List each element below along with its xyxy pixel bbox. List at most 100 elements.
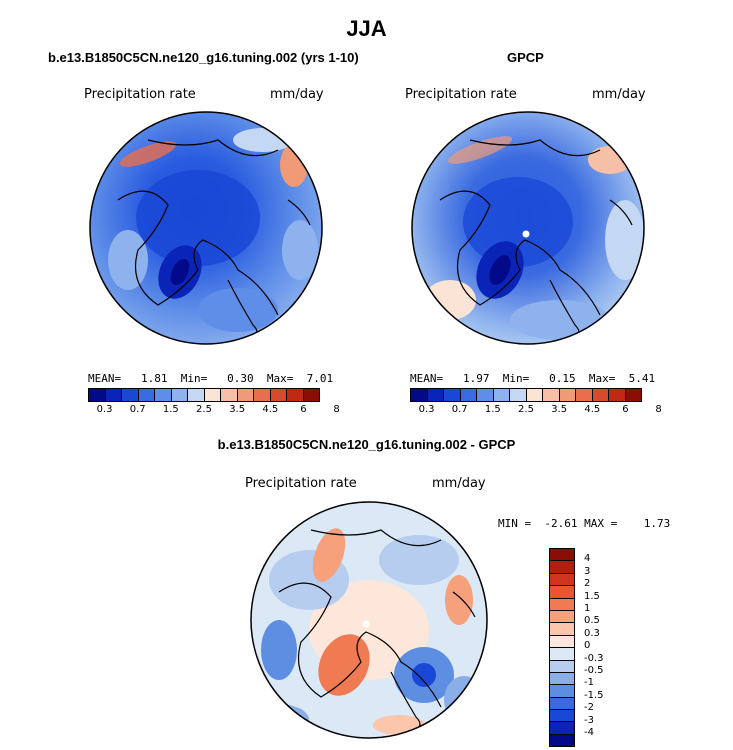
panel2-mean-label: MEAN= bbox=[410, 372, 444, 385]
colorbar-swatch bbox=[559, 389, 576, 401]
colorbar-swatch bbox=[550, 573, 574, 587]
panel1-max-value: 7.01 bbox=[306, 372, 334, 385]
colorbar-swatch bbox=[550, 610, 574, 624]
diff-min-value: -2.61 bbox=[544, 517, 578, 530]
colorbar-tick-label: -3 bbox=[584, 714, 594, 726]
colorbar-tick-label: 2 bbox=[584, 578, 591, 590]
colorbar-swatch bbox=[444, 389, 461, 401]
diff-variable-label: Precipitation rate bbox=[245, 476, 357, 491]
colorbar-swatch bbox=[550, 598, 574, 611]
diff-case-name: b.e13.B1850C5CN.ne120_g16.tuning.002 - G… bbox=[217, 437, 516, 452]
panel1-mean-value: 1.81 bbox=[141, 372, 168, 385]
colorbar-tick-label: -2 bbox=[584, 702, 594, 714]
colorbar-swatch bbox=[204, 389, 221, 401]
colorbar-swatch bbox=[550, 648, 574, 661]
diff-polar-map bbox=[249, 500, 489, 740]
colorbar-tick-label: 6 bbox=[300, 404, 307, 415]
colorbar-swatch bbox=[460, 389, 477, 401]
colorbar-tick-label: -1.5 bbox=[584, 689, 604, 701]
colorbar-swatch bbox=[303, 389, 319, 401]
panel1-mean-label: MEAN= bbox=[88, 372, 122, 385]
colorbar-swatch bbox=[188, 389, 205, 401]
colorbar-tick-label: 6 bbox=[622, 404, 629, 415]
colorbar-swatch bbox=[550, 734, 574, 747]
colorbar-tick-label: 1.5 bbox=[162, 404, 179, 415]
colorbar-swatch bbox=[105, 389, 122, 401]
panel2-variable-label: Precipitation rate bbox=[405, 87, 517, 102]
diff-colorbar-swatches bbox=[549, 548, 575, 748]
panel1-min-value: 0.30 bbox=[227, 372, 254, 385]
panel2-max-label: Max= bbox=[588, 372, 616, 385]
colorbar-swatch bbox=[550, 549, 574, 562]
colorbar-swatch bbox=[550, 635, 574, 649]
colorbar-tick-label: 1.5 bbox=[584, 590, 600, 602]
panel1-units-label: mm/day bbox=[270, 87, 324, 102]
panel1-map-svg bbox=[89, 111, 323, 345]
colorbar-swatch bbox=[550, 561, 574, 574]
colorbar-tick-label: 4.5 bbox=[262, 404, 279, 415]
diff-stats: MIN = -2.61 MAX = 1.73 bbox=[498, 517, 670, 530]
diff-pole-marker bbox=[362, 620, 370, 628]
colorbar-tick-label: 2.5 bbox=[196, 404, 212, 415]
colorbar-tick-label: 4.5 bbox=[584, 404, 601, 415]
panel2-colorbar bbox=[410, 388, 642, 402]
panel2-colorbar-labels: 0.3 0.7 1.5 2.5 3.5 4.5 6 8 bbox=[410, 404, 662, 418]
colorbar-swatch bbox=[550, 672, 574, 686]
colorbar-swatch bbox=[122, 389, 139, 401]
panel1-stats: MEAN= 1.81 Min= 0.30 Max= 7.01 bbox=[88, 372, 333, 385]
panel2-colorbar-swatches bbox=[410, 388, 642, 402]
panel1-case-name: b.e13.B1850C5CN.ne120_g16.tuning.002 (yr… bbox=[48, 50, 359, 65]
diff-colorbar-labels: 4 3 2 1.5 1 0.5 0.3 0 -0.3 -0.5 -1 -1.5 -2 -3 -4 bbox=[582, 548, 622, 744]
colorbar-tick-label: 0.5 bbox=[584, 615, 600, 627]
panel2-min-label: Min= bbox=[502, 372, 530, 385]
panel1-polar-map bbox=[88, 110, 324, 346]
colorbar-swatch bbox=[576, 389, 593, 401]
colorbar-swatch bbox=[89, 389, 106, 401]
colorbar-swatch bbox=[526, 389, 543, 401]
colorbar-tick-label: 1.5 bbox=[484, 404, 501, 415]
colorbar-swatch bbox=[155, 389, 172, 401]
colorbar-tick-label: -0.5 bbox=[584, 665, 604, 676]
colorbar-swatch bbox=[427, 389, 444, 401]
colorbar-tick-label: 8 bbox=[655, 404, 662, 415]
panel2-max-value: 5.41 bbox=[628, 372, 656, 385]
panel2-case-name: GPCP bbox=[507, 50, 544, 65]
colorbar-tick-label: 0.3 bbox=[584, 627, 600, 639]
colorbar-swatch bbox=[550, 722, 574, 735]
panel1-colorbar-labels: 0.3 0.7 1.5 2.5 3.5 4.5 6 8 bbox=[88, 404, 340, 418]
colorbar-tick-label: 0.3 bbox=[96, 404, 113, 415]
colorbar-swatch bbox=[287, 389, 304, 401]
panel2-pole-marker bbox=[522, 230, 530, 238]
colorbar-swatch bbox=[550, 623, 574, 636]
panel2-polar-map bbox=[410, 110, 646, 346]
diff-map-svg bbox=[250, 501, 488, 739]
diff-colorbar bbox=[549, 548, 575, 748]
colorbar-tick-label: 2.5 bbox=[518, 404, 534, 415]
panel2-min-value: 0.15 bbox=[549, 372, 576, 385]
colorbar-tick-label: -4 bbox=[584, 727, 594, 738]
colorbar-swatch bbox=[550, 685, 574, 698]
colorbar-swatch bbox=[171, 389, 188, 401]
colorbar-swatch bbox=[477, 389, 494, 401]
colorbar-tick-label: 3 bbox=[584, 565, 591, 577]
colorbar-tick-label: 4 bbox=[584, 553, 591, 565]
colorbar-tick-label: 3.5 bbox=[551, 404, 568, 415]
colorbar-swatch bbox=[493, 389, 510, 401]
panel1-max-label: Max= bbox=[266, 372, 294, 385]
diff-max-label: MAX = bbox=[584, 517, 618, 530]
colorbar-swatch bbox=[237, 389, 254, 401]
colorbar-swatch bbox=[270, 389, 287, 401]
panel1-variable-label: Precipitation rate bbox=[84, 87, 196, 102]
colorbar-tick-label: 0 bbox=[584, 640, 591, 652]
panel2-map-svg bbox=[411, 111, 645, 345]
colorbar-tick-label: 3.5 bbox=[229, 404, 246, 415]
colorbar-tick-label: 1 bbox=[584, 603, 591, 614]
colorbar-swatch bbox=[625, 389, 641, 401]
colorbar-tick-label: -1 bbox=[584, 677, 594, 689]
colorbar-swatch bbox=[550, 660, 574, 673]
panel1-colorbar-swatches bbox=[88, 388, 320, 402]
panel2-units-label: mm/day bbox=[592, 87, 646, 102]
colorbar-swatch bbox=[543, 389, 560, 401]
diff-min-label: MIN = bbox=[498, 517, 532, 530]
colorbar-swatch bbox=[221, 389, 238, 401]
